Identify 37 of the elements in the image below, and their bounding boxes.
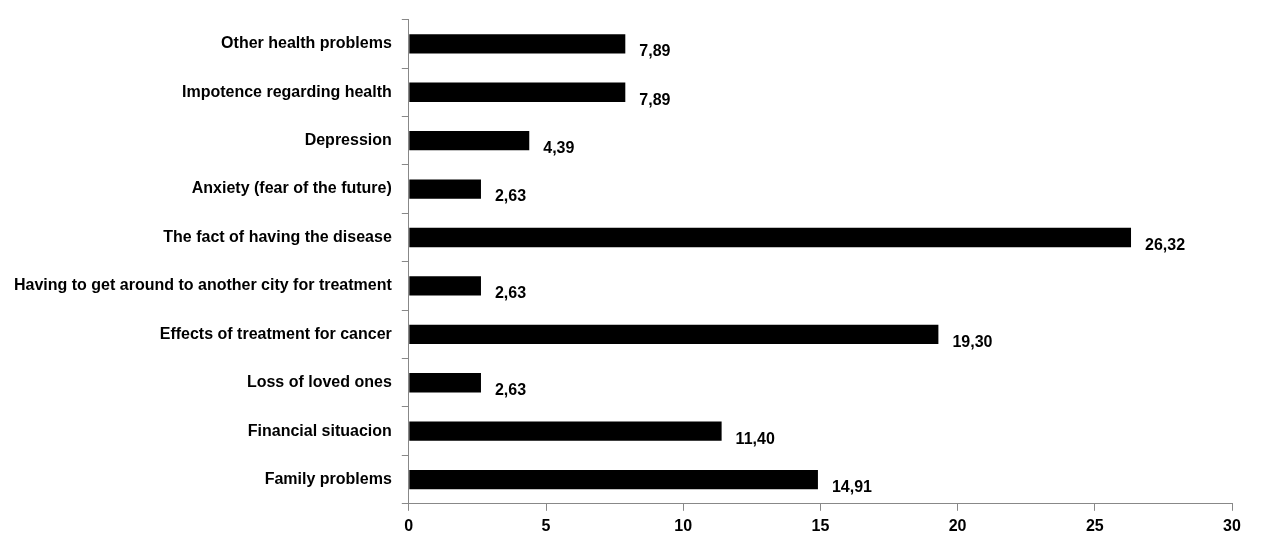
y-tick-label: Family problems: [264, 470, 392, 487]
bar: [409, 276, 481, 296]
y-tick-label: Anxiety (fear of the future): [191, 179, 392, 197]
y-tick-label: Financial situacion: [247, 421, 392, 439]
bar: [409, 179, 481, 199]
data-label: 14,91: [831, 478, 873, 495]
data-label: 2,63: [494, 187, 527, 205]
y-tick-label: Depression: [304, 131, 392, 149]
x-tick-label: 30: [1223, 516, 1241, 534]
data-label: 19,30: [952, 332, 993, 350]
data-label: 26,32: [1145, 235, 1186, 253]
data-label: 11,40: [735, 429, 775, 447]
y-tick-label: Impotence regarding health: [181, 82, 392, 100]
data-label: 7,89: [639, 90, 671, 108]
bar: [409, 227, 1132, 248]
data-label: 2,63: [494, 381, 527, 399]
bar: [409, 421, 722, 441]
x-tick-label: 10: [674, 516, 693, 534]
bar: [409, 34, 626, 54]
data-label: 7,89: [639, 42, 671, 60]
bar: [409, 324, 939, 345]
data-label: 2,63: [494, 284, 527, 302]
bar: [409, 373, 481, 393]
y-tick-label: Effects of treatment for cancer: [159, 324, 392, 342]
bar: [409, 469, 818, 490]
x-tick-label: 0: [404, 516, 414, 534]
y-tick-label: Other health problems: [221, 34, 392, 52]
data-label: 4,39: [543, 139, 575, 157]
x-tick-label: 5: [541, 516, 551, 534]
y-tick-label: The fact of having the disease: [163, 227, 392, 245]
y-tick-label: Having to get around to another city for treatment: [13, 276, 393, 294]
bar: [409, 130, 530, 151]
y-tick-label: Loss of loved ones: [246, 373, 392, 391]
bar: [409, 82, 626, 102]
x-tick-label: 15: [811, 516, 830, 534]
x-tick-label: 20: [948, 516, 967, 534]
x-tick-label: 25: [1085, 516, 1104, 534]
